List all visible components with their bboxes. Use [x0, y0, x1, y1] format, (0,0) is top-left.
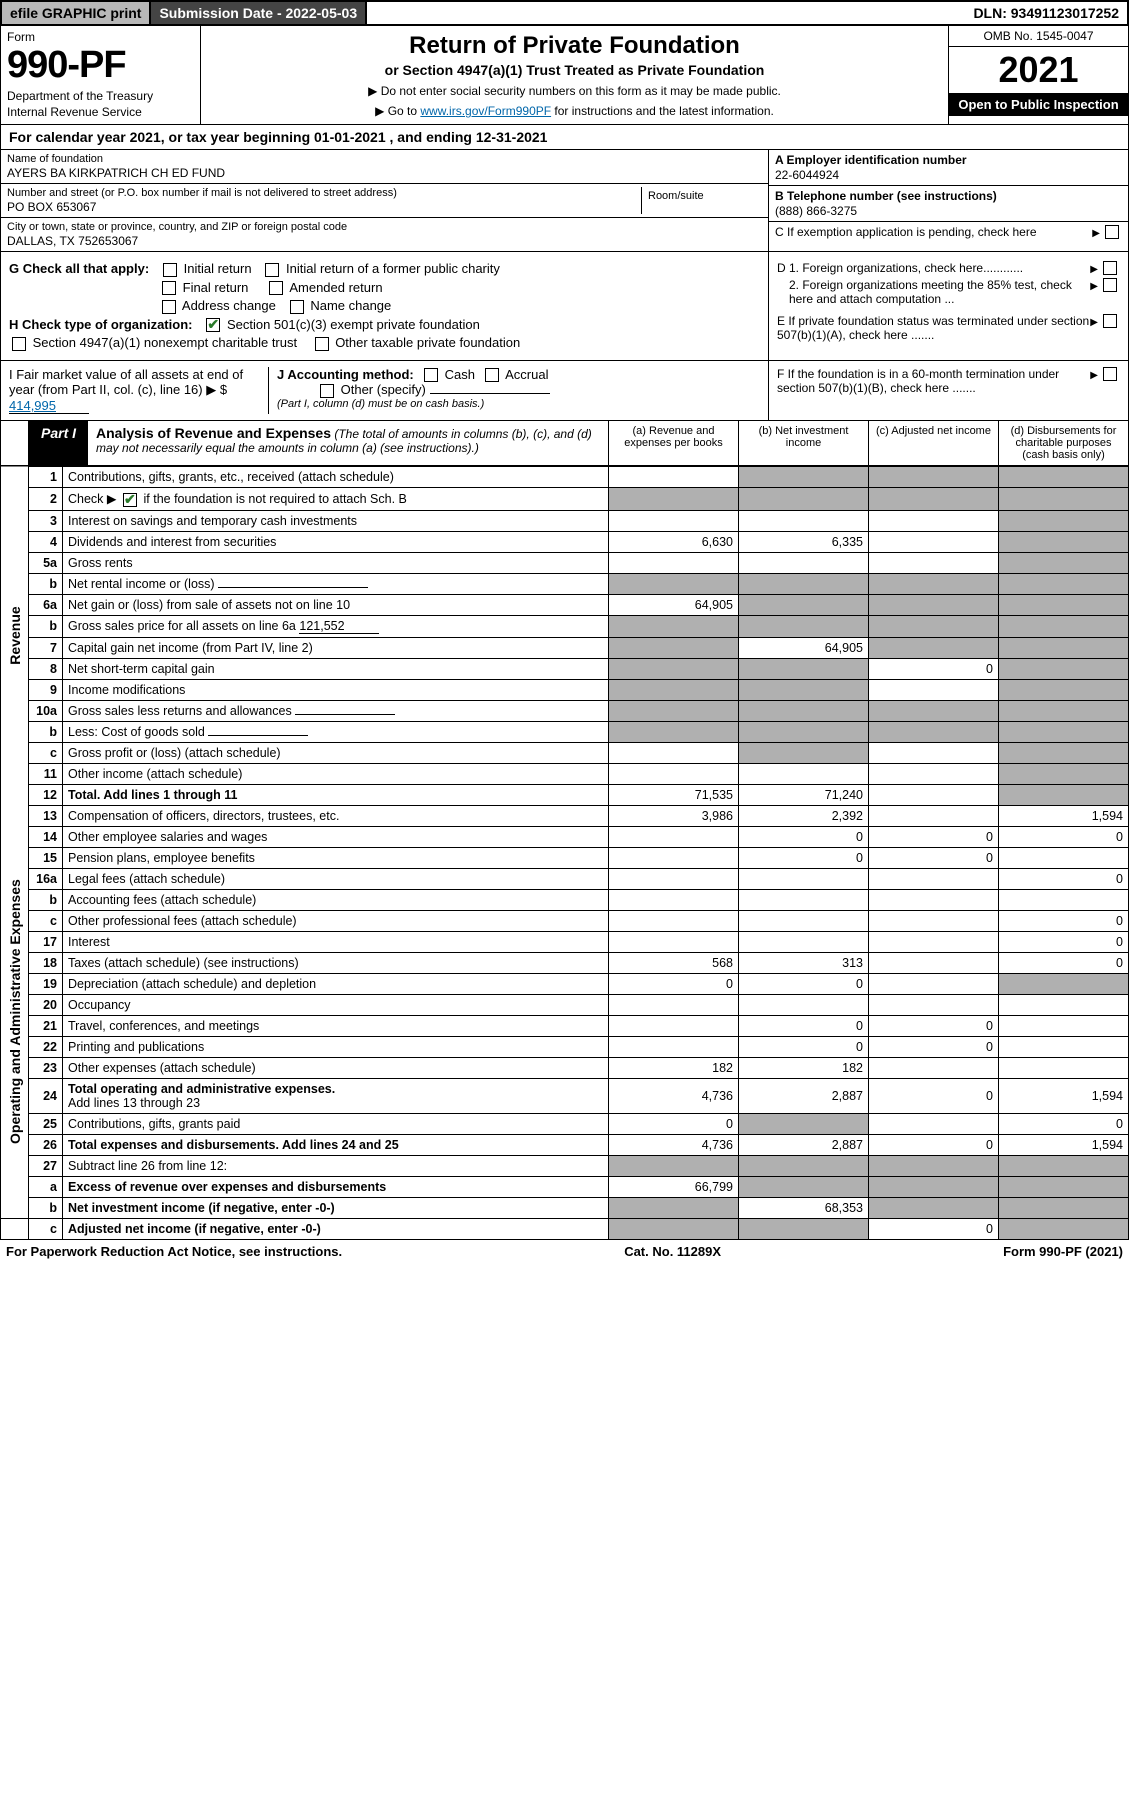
j-accrual-checkbox[interactable] [485, 368, 499, 382]
form-note-2: ▶ Go to www.irs.gov/Form990PF for instru… [211, 104, 938, 118]
ein-label: A Employer identification number [775, 153, 1122, 167]
form-note-1: ▶ Do not enter social security numbers o… [211, 84, 938, 98]
h-other-taxable-checkbox[interactable] [315, 337, 329, 351]
city-label: City or town, state or province, country… [7, 221, 762, 233]
g-address-change-checkbox[interactable] [162, 300, 176, 314]
h-4947-checkbox[interactable] [12, 337, 26, 351]
exemption-pending-label: C If exemption application is pending, c… [775, 225, 1092, 239]
e-label: E If private foundation status was termi… [777, 314, 1090, 342]
open-public: Open to Public Inspection [949, 93, 1128, 116]
dept-treasury: Department of the Treasury [7, 89, 194, 103]
address: PO BOX 653067 [7, 200, 641, 214]
foundation-info: Name of foundation AYERS BA KIRKPATRICH … [0, 150, 1129, 252]
g-initial-return-checkbox[interactable] [163, 263, 177, 277]
tax-year: 2021 [949, 47, 1128, 93]
part1-label: Part I [29, 421, 88, 465]
j-note: (Part I, column (d) must be on cash basi… [277, 398, 760, 410]
ein: 22-6044924 [775, 168, 1122, 182]
sch-b-checkbox[interactable] [123, 493, 137, 507]
form-subtitle: or Section 4947(a)(1) Trust Treated as P… [211, 62, 938, 78]
col-d-header: (d) Disbursements for charitable purpose… [998, 421, 1128, 465]
f-label: F If the foundation is in a 60-month ter… [777, 367, 1090, 414]
g-label: G Check all that apply: [9, 261, 149, 276]
g-initial-former-checkbox[interactable] [265, 263, 279, 277]
part1-table: Revenue 1Contributions, gifts, grants, e… [0, 466, 1129, 1240]
form-link[interactable]: www.irs.gov/Form990PF [420, 104, 551, 118]
calendar-year: For calendar year 2021, or tax year begi… [0, 125, 1129, 150]
col-a-header: (a) Revenue and expenses per books [608, 421, 738, 465]
arrow-icon [1092, 225, 1102, 239]
g-amended-checkbox[interactable] [269, 281, 283, 295]
form-number: 990-PF [7, 44, 194, 87]
footer-center: Cat. No. 11289X [624, 1244, 721, 1259]
fmv-value: 414,995 [9, 398, 89, 414]
d2-label: 2. Foreign organizations meeting the 85%… [777, 278, 1090, 306]
h-501c3-checkbox[interactable] [206, 318, 220, 332]
room-suite-label: Room/suite [642, 187, 762, 214]
submission-date: Submission Date - 2022-05-03 [151, 2, 367, 24]
page-footer: For Paperwork Reduction Act Notice, see … [0, 1240, 1129, 1263]
footer-left: For Paperwork Reduction Act Notice, see … [6, 1244, 342, 1259]
d1-checkbox[interactable] [1103, 261, 1117, 275]
j-other-checkbox[interactable] [320, 384, 334, 398]
exemption-checkbox[interactable] [1105, 225, 1119, 239]
part1-header: Part I Analysis of Revenue and Expenses … [0, 421, 1129, 466]
col-c-header: (c) Adjusted net income [868, 421, 998, 465]
f-checkbox[interactable] [1103, 367, 1117, 381]
e-checkbox[interactable] [1103, 314, 1117, 328]
footer-right: Form 990-PF (2021) [1003, 1244, 1123, 1259]
d2-checkbox[interactable] [1103, 278, 1117, 292]
section-g-h: G Check all that apply: Initial return I… [0, 252, 1129, 361]
form-header: Form 990-PF Department of the Treasury I… [0, 26, 1129, 125]
name-label: Name of foundation [7, 153, 762, 165]
arrow-icon [1090, 314, 1100, 342]
dln: DLN: 93491123017252 [965, 2, 1127, 24]
foundation-name: AYERS BA KIRKPATRICH CH ED FUND [7, 166, 762, 180]
j-cash-checkbox[interactable] [424, 368, 438, 382]
address-label: Number and street (or P.O. box number if… [7, 187, 641, 199]
omb-number: OMB No. 1545-0047 [949, 26, 1128, 47]
top-bar: efile GRAPHIC print Submission Date - 20… [0, 0, 1129, 26]
i-label: I Fair market value of all assets at end… [9, 367, 243, 397]
phone: (888) 866-3275 [775, 204, 1122, 218]
d1-label: D 1. Foreign organizations, check here..… [777, 261, 1090, 275]
line-6b-value: 121,552 [299, 619, 379, 634]
dept-irs: Internal Revenue Service [7, 105, 194, 119]
part1-title: Analysis of Revenue and Expenses [96, 425, 331, 441]
arrow-icon [1090, 261, 1100, 275]
city: DALLAS, TX 752653067 [7, 234, 762, 248]
efile-label: efile GRAPHIC print [2, 2, 151, 24]
expenses-side-label: Operating and Administrative Expenses [1, 805, 29, 1218]
phone-label: B Telephone number (see instructions) [775, 189, 1122, 203]
col-b-header: (b) Net investment income [738, 421, 868, 465]
revenue-side-label: Revenue [1, 466, 29, 805]
form-label: Form [7, 30, 194, 44]
g-final-return-checkbox[interactable] [162, 281, 176, 295]
arrow-icon [1090, 278, 1100, 306]
j-label: J Accounting method: [277, 367, 414, 382]
form-title: Return of Private Foundation [211, 32, 938, 60]
h-label: H Check type of organization: [9, 317, 192, 332]
arrow-icon [1090, 367, 1100, 414]
section-i-j: I Fair market value of all assets at end… [0, 361, 1129, 421]
g-name-change-checkbox[interactable] [290, 300, 304, 314]
